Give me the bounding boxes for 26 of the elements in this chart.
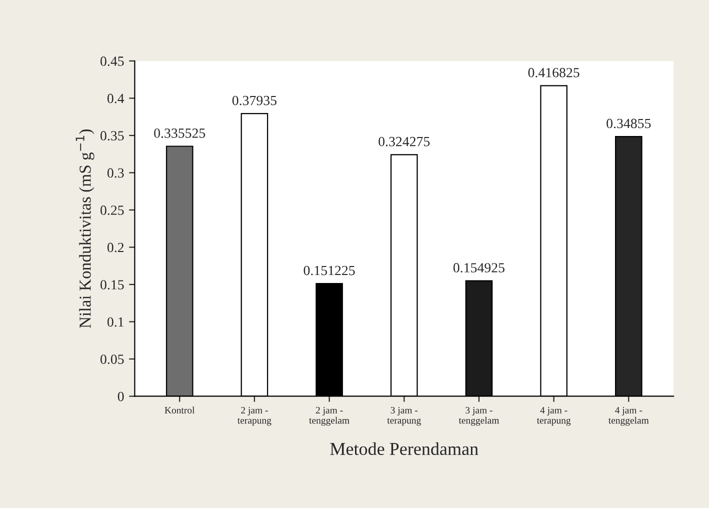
y-axis-title: Nilai Konduktivitas (mS g$^{−1}$) (76, 130, 94, 328)
y-tick-label: 0.4 (107, 94, 124, 104)
y-tick-label: 0.35 (100, 131, 124, 140)
y-tick-label: 0.2 (107, 242, 124, 252)
y-tick-label: 0.3 (107, 168, 124, 178)
data-label: 0.37935 (232, 96, 276, 106)
x-tick-label: 3 jam - tenggelam (458, 406, 500, 426)
data-label: 0.151225 (304, 266, 355, 276)
x-tick-label: 2 jam - terapung (238, 406, 272, 426)
data-label: 0.416825 (528, 68, 580, 78)
x-axis-title: Metode Perendaman (330, 442, 478, 456)
data-label: 0.34855 (606, 118, 651, 128)
y-tick-label: 0.25 (100, 206, 124, 215)
x-tick-label: 4 jam - tenggelam (608, 406, 649, 426)
y-tick-label: 0.15 (100, 280, 124, 290)
data-label: 0.154925 (453, 263, 504, 272)
data-label: 0.324275 (378, 136, 430, 146)
y-tick-label: 0 (118, 392, 124, 402)
x-tick-label: 4 jam - terapung (536, 406, 571, 426)
y-tick-label: 0.1 (107, 317, 124, 327)
y-tick-label: 0.05 (100, 354, 124, 364)
y-tick-label: 0.45 (100, 56, 124, 66)
data-label: 0.335525 (154, 128, 206, 138)
x-tick-label: 2 jam - tenggelam (309, 406, 350, 426)
x-tick-label: Kontrol (164, 406, 195, 414)
x-tick-label: 3 jam - terapung (387, 406, 421, 426)
